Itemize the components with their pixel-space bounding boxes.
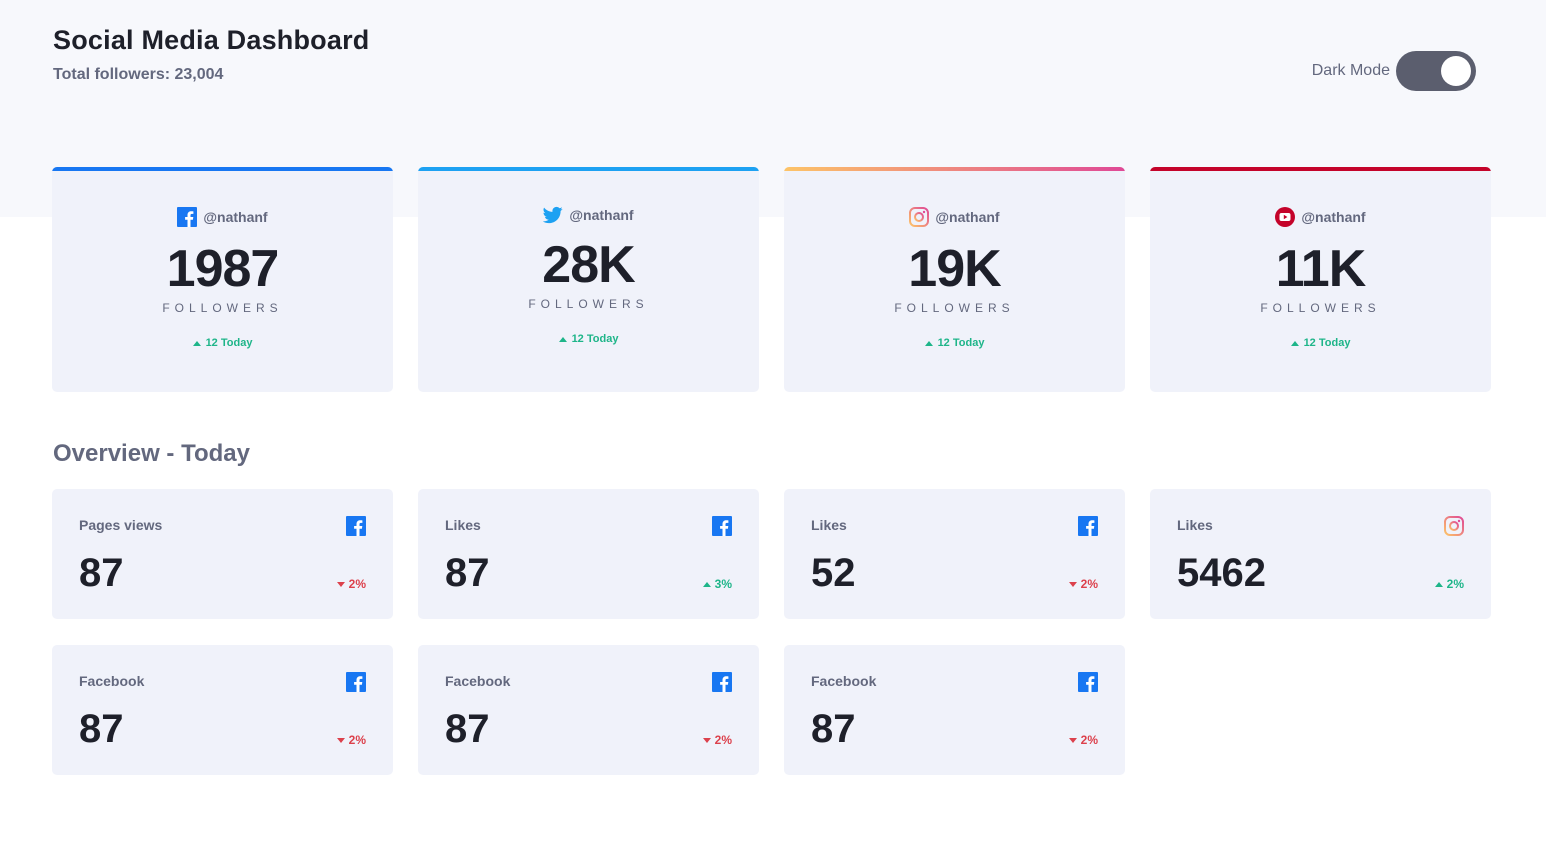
facebook-icon (1078, 672, 1098, 692)
follower-count: 1987 (166, 240, 280, 298)
percent-text: 2% (714, 733, 732, 747)
follower-card-instagram[interactable]: @nathanf 19K FOLLOWERS 12 Today (784, 167, 1125, 392)
overview-percent: 2% (1068, 733, 1098, 747)
account-handle: @nathanf (569, 207, 634, 223)
down-arrow-icon (336, 581, 345, 587)
follower-unit: FOLLOWERS (1260, 301, 1381, 315)
percent-text: 2% (1080, 733, 1098, 747)
follower-card-twitter[interactable]: @nathanf 28K FOLLOWERS 12 Today (418, 167, 759, 392)
youtube-icon (1275, 207, 1296, 227)
follower-count: 28K (542, 236, 635, 294)
overview-value: 5462 (1177, 551, 1266, 595)
account-handle: @nathanf (203, 209, 268, 225)
facebook-icon (177, 207, 198, 227)
facebook-icon (346, 516, 366, 536)
dark-mode-toggle[interactable] (1396, 51, 1476, 91)
overview-percent: 2% (702, 733, 732, 747)
percent-text: 2% (348, 733, 366, 747)
overview-label: Likes (811, 517, 847, 533)
up-arrow-icon (924, 340, 933, 346)
delta-text: 12 Today (1303, 337, 1351, 349)
dark-mode-control: Dark Mode (1312, 51, 1476, 91)
overview-value: 87 (445, 707, 490, 751)
handle-row: @nathanf (418, 205, 759, 225)
handle-row: @nathanf (52, 207, 393, 227)
overview-percent: 3% (702, 577, 732, 591)
overview-card[interactable]: Facebook 87 2% (418, 645, 759, 775)
delta-text: 12 Today (571, 333, 619, 345)
follower-card-youtube[interactable]: @nathanf 11K FOLLOWERS 12 Today (1150, 167, 1491, 392)
facebook-icon (346, 672, 366, 692)
overview-title: Overview - Today (53, 440, 250, 467)
card-accent-stripe (1150, 167, 1491, 171)
instagram-icon (1444, 516, 1464, 536)
overview-card[interactable]: Facebook 87 2% (52, 645, 393, 775)
overview-value: 87 (79, 551, 124, 595)
follower-unit: FOLLOWERS (162, 301, 283, 315)
overview-card[interactable]: Facebook 87 2% (784, 645, 1125, 775)
overview-label: Facebook (811, 673, 877, 689)
follower-cards: @nathanf 1987 FOLLOWERS 12 Today @nathan… (52, 167, 1491, 392)
overview-percent: 2% (1068, 577, 1098, 591)
follower-count: 19K (908, 240, 1001, 298)
delta-text: 12 Today (937, 337, 985, 349)
toggle-knob (1441, 56, 1471, 86)
up-arrow-icon (192, 340, 201, 346)
card-accent-stripe (784, 167, 1125, 171)
up-arrow-icon (558, 336, 567, 342)
up-arrow-icon (1290, 340, 1299, 346)
dark-mode-label: Dark Mode (1311, 62, 1390, 79)
overview-value: 87 (445, 551, 490, 595)
overview-percent: 2% (336, 733, 366, 747)
up-arrow-icon (702, 581, 711, 587)
down-arrow-icon (702, 737, 711, 743)
overview-grid: Pages views 87 2% Likes 87 3% Likes 52 2… (52, 489, 1491, 775)
percent-text: 2% (1080, 577, 1098, 591)
follower-delta: 12 Today (418, 333, 759, 345)
overview-label: Likes (1177, 517, 1213, 533)
twitter-icon (543, 206, 564, 224)
facebook-icon (1078, 516, 1098, 536)
page-title: Social Media Dashboard (53, 25, 370, 55)
overview-percent: 2% (336, 577, 366, 591)
follower-delta: 12 Today (1150, 337, 1491, 349)
follower-card-facebook[interactable]: @nathanf 1987 FOLLOWERS 12 Today (52, 167, 393, 392)
overview-label: Facebook (79, 673, 145, 689)
page-header: Social Media Dashboard Total followers: … (53, 25, 369, 84)
overview-percent: 2% (1434, 577, 1464, 591)
up-arrow-icon (1434, 581, 1443, 587)
facebook-icon (712, 516, 732, 536)
follower-unit: FOLLOWERS (894, 301, 1015, 315)
down-arrow-icon (1068, 581, 1077, 587)
account-handle: @nathanf (1301, 209, 1366, 225)
handle-row: @nathanf (784, 207, 1125, 227)
follower-delta: 12 Today (52, 337, 393, 349)
overview-value: 87 (79, 707, 124, 751)
account-handle: @nathanf (935, 209, 1000, 225)
overview-label: Likes (445, 517, 481, 533)
follower-unit: FOLLOWERS (528, 297, 649, 311)
overview-card[interactable]: Likes 87 3% (418, 489, 759, 619)
overview-value: 52 (811, 551, 856, 595)
overview-card[interactable]: Likes 5462 2% (1150, 489, 1491, 619)
delta-text: 12 Today (205, 337, 253, 349)
overview-label: Facebook (445, 673, 511, 689)
instagram-icon (909, 207, 930, 227)
card-accent-stripe (52, 167, 393, 171)
total-followers: Total followers: 23,004 (53, 66, 224, 83)
card-accent-stripe (418, 167, 759, 171)
follower-count: 11K (1275, 240, 1367, 298)
handle-row: @nathanf (1150, 207, 1491, 227)
percent-text: 2% (348, 577, 366, 591)
overview-card[interactable]: Pages views 87 2% (52, 489, 393, 619)
overview-label: Pages views (79, 517, 163, 533)
percent-text: 3% (714, 577, 732, 591)
facebook-icon (712, 672, 732, 692)
overview-card[interactable]: Likes 52 2% (784, 489, 1125, 619)
overview-value: 87 (811, 707, 856, 751)
down-arrow-icon (1068, 737, 1077, 743)
percent-text: 2% (1446, 577, 1464, 591)
down-arrow-icon (336, 737, 345, 743)
follower-delta: 12 Today (784, 337, 1125, 349)
